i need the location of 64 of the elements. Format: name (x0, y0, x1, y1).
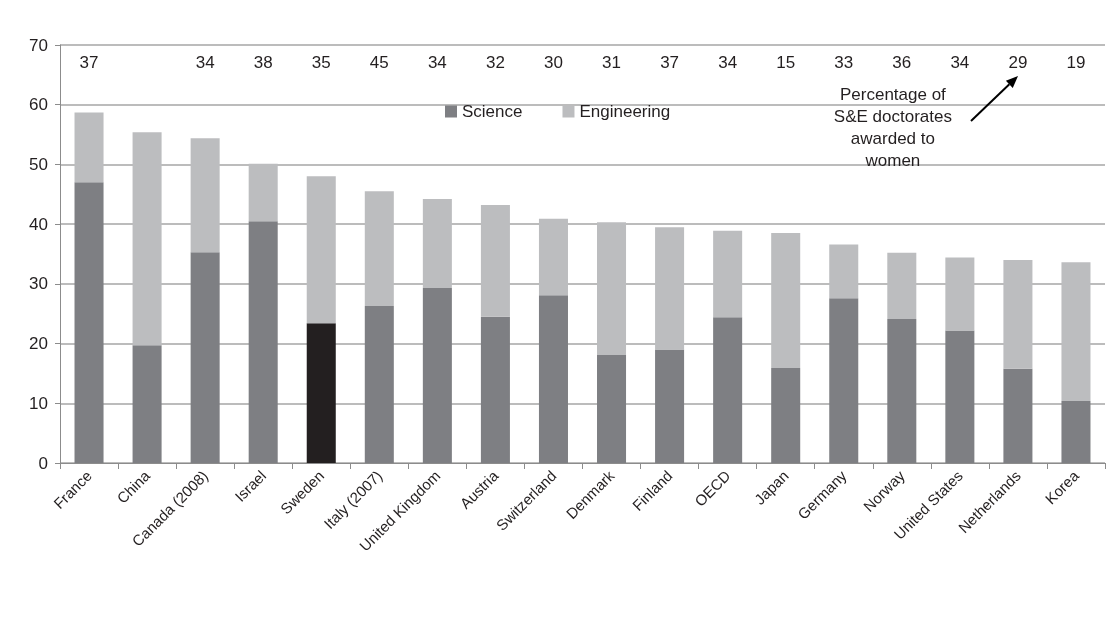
annotation: 29 (1008, 52, 1028, 72)
bar (1061, 262, 1091, 401)
annotation: 32 (485, 52, 505, 72)
bar (306, 323, 336, 463)
bar (1061, 400, 1091, 463)
bar (248, 163, 278, 222)
legend-label: Science (462, 102, 523, 121)
annotation: 34 (950, 52, 970, 72)
bar (74, 112, 104, 183)
annotation: 36 (892, 52, 912, 72)
bar (655, 349, 685, 463)
bar (887, 252, 917, 320)
bar (132, 132, 162, 346)
bar (422, 199, 452, 289)
bar (829, 244, 859, 299)
bar (597, 354, 627, 463)
annotation: 30 (544, 52, 563, 72)
y-tick-label: 70 (29, 35, 48, 55)
annotation: 19 (1066, 52, 1086, 72)
annotation: 45 (369, 52, 389, 72)
bar (771, 233, 801, 369)
bar (248, 221, 278, 463)
bar (480, 205, 510, 317)
bar (306, 176, 336, 324)
annotation: 15 (776, 52, 796, 72)
bar (132, 345, 162, 463)
y-tick-label: 0 (38, 453, 48, 473)
y-tick-label: 10 (29, 393, 48, 413)
annotation: 37 (660, 52, 680, 72)
y-tick-label: 50 (29, 154, 48, 174)
annotation: Percentage of S&E doctorates awarded to women (833, 84, 952, 170)
bar (190, 252, 220, 463)
bar (1003, 259, 1033, 369)
bar (422, 288, 452, 463)
annotation: 38 (253, 52, 273, 72)
annotation: 34 (427, 52, 447, 72)
annotation: 35 (311, 52, 331, 72)
bar (538, 218, 568, 296)
bar (364, 191, 394, 306)
y-tick-label: 40 (29, 214, 48, 234)
y-tick-label: 60 (29, 95, 48, 115)
bar (74, 182, 104, 463)
bar (1003, 368, 1033, 463)
annotation: 33 (834, 52, 854, 72)
bar (887, 319, 917, 463)
bar (771, 368, 801, 463)
bar (713, 317, 743, 463)
bar (829, 298, 859, 463)
bar (655, 227, 685, 350)
bar (364, 305, 394, 463)
annotation: 34 (718, 52, 738, 72)
annotation: 37 (79, 52, 99, 72)
bar (190, 138, 220, 253)
annotation: 34 (195, 52, 215, 72)
bar (713, 230, 743, 318)
bar (597, 222, 627, 355)
y-tick-label: 30 (29, 274, 48, 294)
legend-label: Engineering (579, 102, 671, 121)
y-tick-label: 20 (29, 334, 48, 354)
bar (945, 330, 975, 463)
bar (480, 316, 510, 463)
annotation: 31 (602, 52, 621, 72)
bar (538, 295, 568, 463)
bar (945, 257, 975, 331)
